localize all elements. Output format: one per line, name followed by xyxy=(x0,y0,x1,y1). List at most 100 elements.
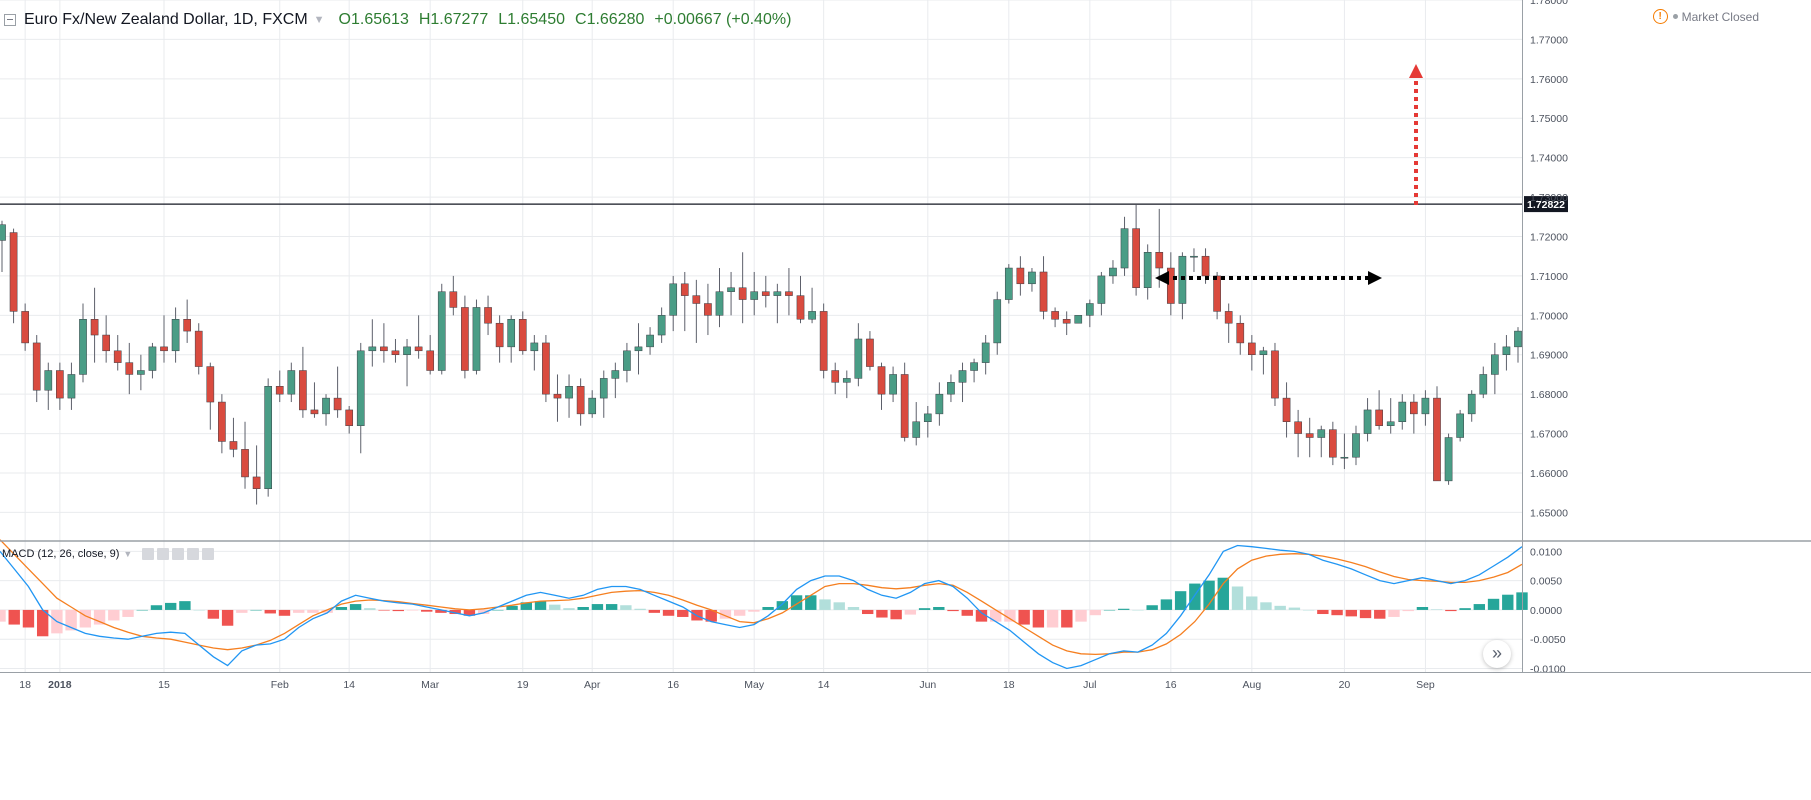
macd-histogram-bar xyxy=(1345,609,1357,617)
time-tick-label: 16 xyxy=(1165,679,1177,691)
time-tick-label: 20 xyxy=(1339,679,1351,691)
macd-histogram-bar xyxy=(8,609,20,625)
close-icon[interactable] xyxy=(202,548,215,560)
macd-histogram-bar xyxy=(904,609,917,615)
candle-body xyxy=(912,421,921,438)
macd-histogram-bar xyxy=(648,609,661,613)
macd-histogram-bar xyxy=(790,595,803,610)
lock-icon[interactable] xyxy=(172,548,185,560)
price-tick-label: 1.65000 xyxy=(1530,507,1568,519)
macd-histogram-bar xyxy=(961,609,973,616)
settings-icon[interactable] xyxy=(157,548,170,560)
candle-body xyxy=(287,370,296,395)
symbol-title[interactable]: Euro Fx/New Zealand Dollar, 1D, FXCM xyxy=(24,11,308,28)
candle-body xyxy=(1247,342,1256,355)
candle-body xyxy=(1224,311,1233,324)
macd-histogram-bar xyxy=(108,609,120,621)
add-icon[interactable] xyxy=(187,548,200,560)
macd-histogram-bar xyxy=(278,609,291,616)
candle-body xyxy=(1421,397,1430,415)
time-tick-label: Sep xyxy=(1416,679,1435,691)
candle-body xyxy=(785,291,793,296)
market-status[interactable]: ! Market Closed xyxy=(1652,9,1759,24)
macd-histogram-bar xyxy=(748,609,760,612)
candle-body xyxy=(542,342,550,395)
candle-body xyxy=(842,378,851,383)
candle-body xyxy=(449,291,458,308)
macd-histogram-bar xyxy=(975,609,988,622)
macd-histogram-bar xyxy=(406,609,419,611)
price-tick-label: 1.68000 xyxy=(1530,389,1568,401)
candle-body xyxy=(1282,397,1291,423)
candle-body xyxy=(229,441,238,450)
macd-histogram-bar xyxy=(620,605,632,610)
candle-body xyxy=(56,370,64,399)
macd-histogram-bar xyxy=(1004,609,1016,622)
candle-body xyxy=(831,370,840,383)
price-tick-label: 1.70000 xyxy=(1530,310,1568,322)
macd-legend[interactable]: MACD (12, 26, close, 9) ▼ xyxy=(2,548,217,560)
warning-icon: ! xyxy=(1652,9,1668,24)
eye-icon[interactable] xyxy=(142,548,155,560)
macd-histogram-bar xyxy=(577,607,589,610)
candle-body xyxy=(1062,319,1071,324)
status-dot-icon xyxy=(1672,14,1678,19)
candle-body xyxy=(241,449,249,478)
candle-body xyxy=(1155,252,1164,269)
macd-histogram-bar xyxy=(136,609,148,611)
resistance-line[interactable]: 1.72822 xyxy=(0,196,1568,213)
macd-histogram-bar xyxy=(1430,609,1443,610)
macd-histogram-bar xyxy=(36,609,49,637)
market-status-text: Market Closed xyxy=(1681,9,1759,24)
candle-body xyxy=(1386,421,1395,426)
price-tick-label: 1.71000 xyxy=(1530,271,1568,283)
macd-histogram-bar xyxy=(605,604,618,610)
macd-histogram-bar xyxy=(1089,609,1101,616)
candle-body xyxy=(518,319,527,352)
macd-histogram-bar xyxy=(1103,609,1116,611)
candle-body xyxy=(1143,252,1152,288)
macd-histogram-bar xyxy=(1189,583,1201,610)
price-tick-label: 1.73000 xyxy=(1530,192,1568,204)
macd-histogram-bar xyxy=(1416,607,1429,610)
macd-histogram-bar xyxy=(990,609,1002,622)
macd-histogram-bar xyxy=(890,609,902,620)
candle-body xyxy=(588,397,597,415)
candle-body xyxy=(796,295,805,320)
macd-histogram-bar xyxy=(833,602,845,610)
time-tick-label: 18 xyxy=(1003,679,1015,691)
candle-body xyxy=(79,319,87,375)
candle-body xyxy=(160,346,168,352)
macd-histogram-bar xyxy=(520,602,532,610)
candle-body xyxy=(611,370,620,379)
candle-body xyxy=(715,291,724,316)
candle-body xyxy=(1491,354,1499,375)
macd-histogram-bar xyxy=(861,609,874,615)
macd-histogram-bar xyxy=(847,607,860,610)
candle-body xyxy=(426,350,435,371)
candle-body xyxy=(67,374,76,399)
macd-histogram-bar xyxy=(762,607,774,610)
candle-body xyxy=(1479,374,1488,395)
candle-body xyxy=(32,342,41,391)
macd-histogram-bar xyxy=(0,609,6,622)
macd-tick-label: -0.0050 xyxy=(1530,634,1566,646)
candle-body xyxy=(1190,255,1198,258)
collapse-icon[interactable] xyxy=(4,14,16,26)
candle-body xyxy=(1085,303,1094,316)
chevron-down-icon[interactable]: ▼ xyxy=(123,549,133,559)
price-label-bg xyxy=(1524,196,1568,213)
time-tick-label: Feb xyxy=(271,679,289,691)
chart-header: Euro Fx/New Zealand Dollar, 1D, FXCM ▼ O… xyxy=(0,8,801,32)
chevron-down-icon[interactable]: ▼ xyxy=(313,14,325,26)
candle-body xyxy=(1352,433,1360,458)
macd-tick-label: 0.0100 xyxy=(1530,546,1562,558)
macd-pane xyxy=(0,539,1528,670)
candle-body xyxy=(125,362,134,375)
scroll-to-realtime-button[interactable]: » xyxy=(1483,640,1511,668)
candle-body xyxy=(183,319,191,332)
time-tick-label: 14 xyxy=(818,679,830,691)
price-change: +0.00667 (+0.40%) xyxy=(654,11,792,28)
candle-body xyxy=(148,346,157,371)
